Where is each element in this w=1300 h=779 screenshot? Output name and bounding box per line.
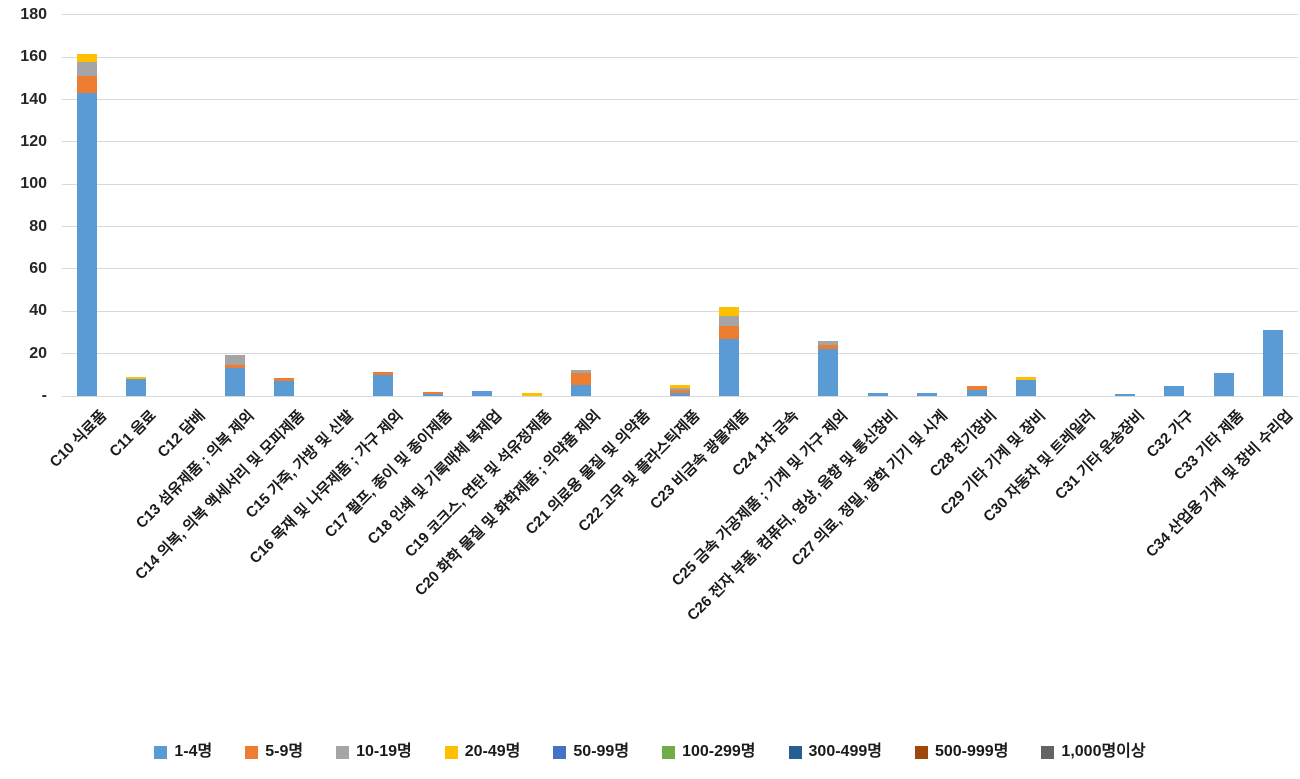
bar-segment-10-19명 xyxy=(818,340,839,346)
bar-segment-1-4명 xyxy=(719,338,740,396)
bar-segment-5-9명 xyxy=(76,76,97,94)
legend-item-1-4명: 1-4명 xyxy=(154,742,212,762)
y-axis-tick-label: 160 xyxy=(20,48,47,66)
bar-segment-20-49명 xyxy=(1016,376,1037,381)
gridline-y20 xyxy=(62,353,1298,355)
legend-item-1,000명이상: 1,000명이상 xyxy=(1041,742,1146,762)
legend-swatch-icon xyxy=(336,745,350,759)
legend-label: 5-9명 xyxy=(265,743,304,760)
bar-segment-1-4명 xyxy=(422,393,443,396)
legend-swatch-icon xyxy=(245,745,259,759)
legend-swatch-icon xyxy=(1041,745,1055,759)
legend-swatch-icon xyxy=(788,745,802,759)
legend-label: 10-19명 xyxy=(356,743,412,760)
bar-segment-20-49명 xyxy=(126,376,147,380)
bar-segment-20-49명 xyxy=(719,307,740,316)
bar-segment-1-4명 xyxy=(1114,393,1135,396)
bar-segment-1-4명 xyxy=(126,379,147,396)
y-axis-tick-label: 80 xyxy=(29,217,47,235)
x-axis-category-label: C11 음료 xyxy=(105,407,160,461)
bar-segment-1-4명 xyxy=(76,93,97,396)
legend-item-300-499명: 300-499명 xyxy=(788,742,882,762)
x-axis-category-label: C31 기타 운송장비 xyxy=(1052,407,1149,504)
legend-item-100-299명: 100-299명 xyxy=(662,742,756,762)
gridline-y160 xyxy=(62,56,1298,58)
bar-segment-1-4명 xyxy=(966,389,987,396)
legend-swatch-icon xyxy=(662,745,676,759)
bar-segment-5-9명 xyxy=(571,372,592,386)
y-axis-tick-label: 140 xyxy=(20,90,47,108)
bar-segment-1-4명 xyxy=(225,368,246,396)
legend-label: 20-49명 xyxy=(464,743,521,760)
legend-item-10-19명: 10-19명 xyxy=(336,742,412,762)
bar-segment-1-4명 xyxy=(670,392,690,396)
bar-segment-5-9명 xyxy=(670,389,690,393)
legend-swatch-icon xyxy=(444,745,458,759)
legend-label: 100-299명 xyxy=(682,743,756,760)
gridline-y100 xyxy=(62,183,1298,185)
chart-legend: 1-4명 5-9명 10-19명 20-49명 50-99명 100-299명 300-49… xyxy=(0,742,1300,762)
legend-label: 1-4명 xyxy=(174,743,213,760)
gridline-y80 xyxy=(62,226,1298,228)
legend-swatch-icon xyxy=(914,745,928,759)
bar-segment-5-9명 xyxy=(225,365,246,369)
bar-segment-1-4명 xyxy=(274,381,295,396)
y-axis-tick-label: 100 xyxy=(20,175,47,193)
y-axis-tick-label: - xyxy=(41,387,47,404)
legend-item-20-49명: 20-49명 xyxy=(444,742,521,762)
bar-segment-5-9명 xyxy=(719,326,740,339)
bar-segment-5-9명 xyxy=(422,391,443,394)
bar-segment-1-4명 xyxy=(917,392,938,396)
bar-segment-10-19명 xyxy=(225,354,246,366)
bar-segment-1-4명 xyxy=(1164,386,1185,396)
gridline-y40 xyxy=(62,310,1298,312)
legend-label: 500-999명 xyxy=(934,743,1009,760)
bar-segment-1-4명 xyxy=(1263,330,1284,396)
bar-segment-1-4명 xyxy=(373,374,394,396)
legend-label: 50-99명 xyxy=(573,743,630,760)
y-axis-tick-label: 120 xyxy=(20,132,47,150)
y-axis-tick-label: 180 xyxy=(20,5,47,23)
bar-segment-5-9명 xyxy=(966,386,987,390)
bar-segment-10-19명 xyxy=(719,315,740,327)
bar-segment-20-49명 xyxy=(521,392,542,396)
gridline-y180 xyxy=(62,14,1298,16)
bar-segment-1-4명 xyxy=(818,349,839,396)
bar-segment-5-9명 xyxy=(818,345,839,350)
bar-segment-5-9명 xyxy=(373,371,394,375)
y-axis-tick-label: 60 xyxy=(29,259,47,277)
bar-segment-10-19명 xyxy=(670,387,690,390)
gridline-y60 xyxy=(62,268,1298,270)
x-axis-category-label: C10 식료품 xyxy=(46,407,110,471)
gridline-y140 xyxy=(62,99,1298,101)
legend-swatch-icon xyxy=(553,745,567,759)
legend-label: 300-499명 xyxy=(808,743,882,760)
y-axis-tick-label: 20 xyxy=(29,344,47,362)
bar-segment-1-4명 xyxy=(1213,372,1234,396)
gridline-y120 xyxy=(62,141,1298,143)
bar-segment-1-4명 xyxy=(472,390,493,396)
legend-swatch-icon xyxy=(154,745,168,759)
legend-item-50-99명: 50-99명 xyxy=(553,742,629,762)
bar-segment-20-49명 xyxy=(76,54,97,62)
legend-label: 1,000명이상 xyxy=(1061,743,1146,760)
bar-segment-10-19명 xyxy=(76,61,97,77)
legend-item-5-9명: 5-9명 xyxy=(245,742,303,762)
bar-segment-1-4명 xyxy=(1016,380,1037,396)
bar-segment-5-9명 xyxy=(274,378,295,382)
y-axis-tick-label: 40 xyxy=(29,302,47,320)
legend-item-500-999명: 500-999명 xyxy=(914,742,1009,762)
bar-segment-20-49명 xyxy=(670,385,690,388)
bar-segment-10-19명 xyxy=(571,369,592,373)
bar-segment-1-4명 xyxy=(867,392,888,396)
bar-segment-1-4명 xyxy=(571,385,592,396)
gridline-y0 xyxy=(62,395,1298,397)
